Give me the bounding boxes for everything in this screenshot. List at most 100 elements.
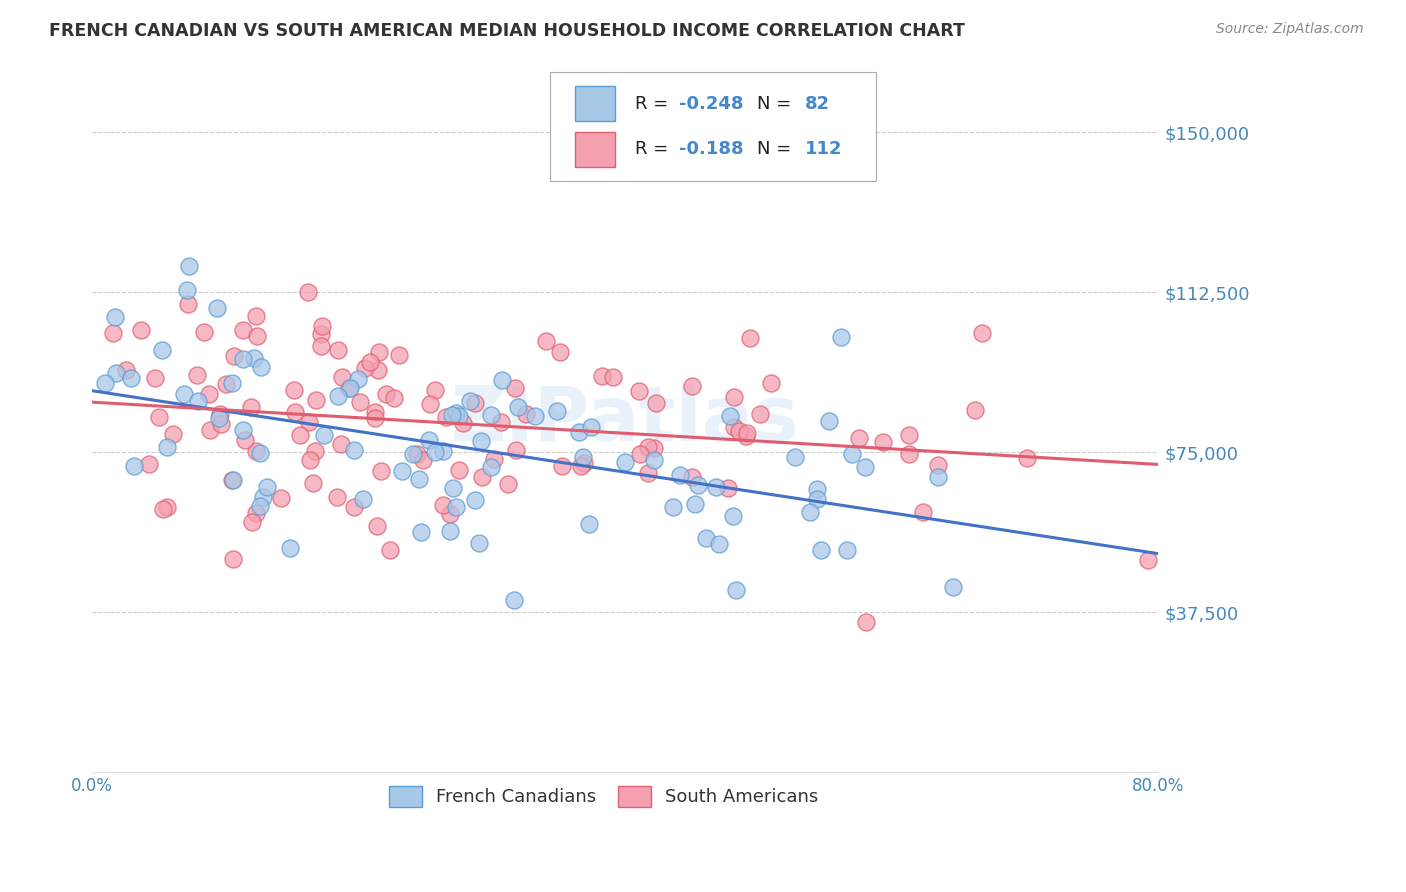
- Point: [221, 473, 243, 487]
- Point: [359, 355, 381, 369]
- Point: [200, 423, 222, 437]
- Point: [434, 409, 457, 424]
- Point: [222, 474, 245, 488]
- Point: [458, 393, 481, 408]
- Point: [451, 416, 474, 430]
- Point: [152, 343, 174, 357]
- Point: [409, 525, 432, 540]
- Point: [232, 352, 254, 367]
- Point: [298, 453, 321, 467]
- Text: R =: R =: [634, 140, 673, 159]
- Point: [367, 363, 389, 377]
- Point: [637, 440, 659, 454]
- Point: [222, 349, 245, 363]
- Point: [441, 481, 464, 495]
- Point: [491, 373, 513, 387]
- Text: 112: 112: [806, 140, 842, 159]
- Bar: [575, 132, 616, 167]
- Point: [446, 406, 468, 420]
- Point: [311, 318, 333, 333]
- Point: [378, 543, 401, 558]
- Point: [963, 403, 986, 417]
- Point: [375, 386, 398, 401]
- Point: [304, 444, 326, 458]
- Point: [681, 470, 703, 484]
- Point: [447, 463, 470, 477]
- Point: [551, 458, 574, 473]
- Point: [391, 464, 413, 478]
- Point: [717, 482, 740, 496]
- Point: [591, 369, 613, 384]
- Point: [479, 460, 502, 475]
- Point: [749, 407, 772, 421]
- Point: [723, 419, 745, 434]
- Point: [783, 450, 806, 465]
- Point: [326, 343, 349, 357]
- Point: [156, 440, 179, 454]
- Point: [346, 372, 368, 386]
- Point: [572, 450, 595, 464]
- Point: [471, 470, 494, 484]
- Point: [727, 424, 749, 438]
- Point: [231, 423, 253, 437]
- Point: [669, 467, 692, 482]
- Point: [506, 400, 529, 414]
- Text: Source: ZipAtlas.com: Source: ZipAtlas.com: [1216, 22, 1364, 37]
- Point: [489, 415, 512, 429]
- Point: [898, 428, 921, 442]
- Point: [330, 370, 353, 384]
- Point: [853, 460, 876, 475]
- Point: [205, 301, 228, 315]
- Point: [723, 390, 745, 404]
- Point: [328, 389, 350, 403]
- Point: [155, 500, 177, 514]
- Point: [243, 351, 266, 366]
- Point: [364, 405, 387, 419]
- Point: [503, 381, 526, 395]
- Point: [104, 366, 127, 380]
- Text: 82: 82: [806, 95, 831, 112]
- Legend: French Canadians, South Americans: French Canadians, South Americans: [380, 777, 827, 816]
- Point: [941, 580, 963, 594]
- Point: [464, 492, 486, 507]
- Text: N =: N =: [758, 140, 797, 159]
- Point: [252, 491, 274, 505]
- Point: [245, 506, 267, 520]
- Point: [367, 344, 389, 359]
- Point: [173, 387, 195, 401]
- Point: [198, 386, 221, 401]
- Point: [628, 384, 651, 399]
- Point: [569, 458, 592, 473]
- Point: [927, 469, 949, 483]
- Point: [120, 370, 142, 384]
- Point: [550, 344, 572, 359]
- Point: [841, 447, 863, 461]
- Point: [799, 505, 821, 519]
- Text: FRENCH CANADIAN VS SOUTH AMERICAN MEDIAN HOUSEHOLD INCOME CORRELATION CHART: FRENCH CANADIAN VS SOUTH AMERICAN MEDIAN…: [49, 22, 965, 40]
- Point: [661, 500, 683, 514]
- Point: [256, 480, 278, 494]
- Point: [370, 464, 392, 478]
- Point: [179, 259, 201, 273]
- Point: [481, 409, 503, 423]
- Point: [297, 285, 319, 299]
- Point: [249, 499, 271, 513]
- Point: [408, 472, 430, 486]
- Point: [301, 475, 323, 490]
- Point: [546, 404, 568, 418]
- Point: [568, 425, 591, 439]
- Point: [425, 445, 447, 459]
- Point: [1136, 553, 1159, 567]
- Point: [927, 458, 949, 472]
- Point: [628, 447, 651, 461]
- Point: [419, 397, 441, 411]
- Point: [193, 325, 215, 339]
- Point: [233, 434, 256, 448]
- Point: [305, 393, 328, 408]
- Point: [515, 407, 537, 421]
- Point: [602, 369, 624, 384]
- Point: [723, 509, 745, 524]
- Point: [464, 395, 486, 409]
- Point: [695, 531, 717, 545]
- Point: [309, 326, 332, 341]
